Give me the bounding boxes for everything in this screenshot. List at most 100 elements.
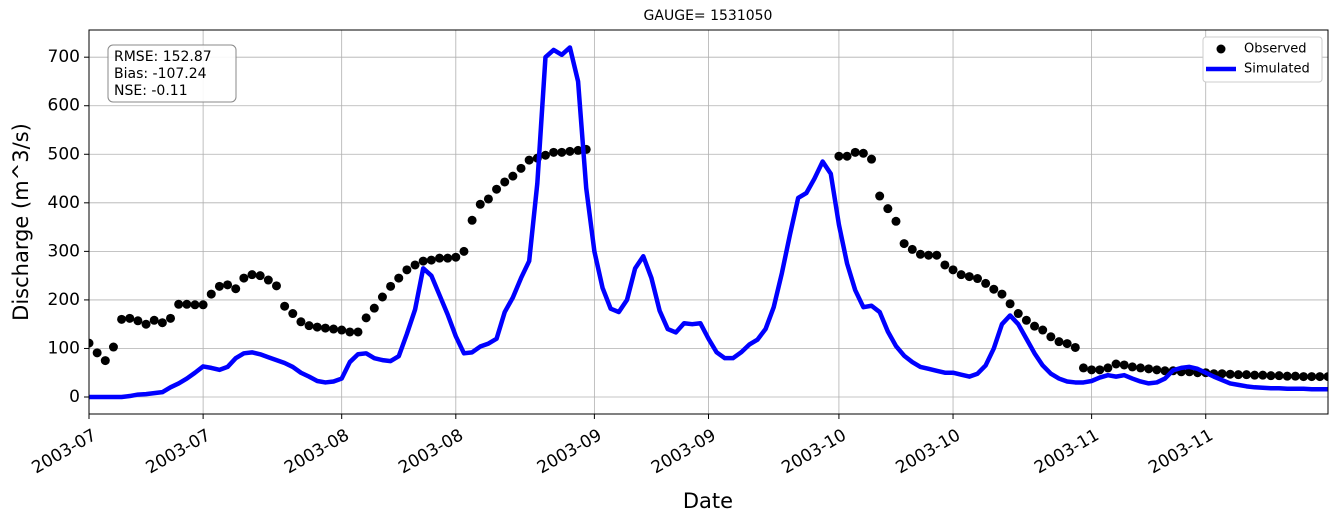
observed-point [508,171,518,181]
observed-point [329,324,339,334]
observed-point [500,177,510,187]
observed-point [141,319,151,329]
x-tick-label: 2003-07 [28,425,100,478]
observed-point [1233,370,1243,380]
observed-point [1144,364,1154,374]
observed-point [981,278,991,288]
observed-point [883,204,893,214]
observed-point [361,313,371,323]
observed-point [932,250,942,260]
observed-point [467,215,477,225]
observed-point [915,249,925,259]
observed-point [1087,365,1097,375]
observed-point [410,260,420,270]
observed-point [1323,372,1328,382]
observed-point [377,292,387,302]
observed-point [92,348,102,358]
plot-area [89,45,1328,400]
observed-point [100,356,110,366]
observed-point [972,274,982,284]
observed-point [263,275,273,285]
observed-point [858,148,868,158]
observed-point [948,265,958,275]
observed-point [557,147,567,157]
observed-point [1103,363,1113,373]
observed-point [899,239,909,249]
y-tick-label: 100 [48,338,80,358]
observed-point [149,315,159,325]
observed-point [483,194,493,204]
observed-point [223,280,233,290]
observed-point [540,150,550,160]
observed-point [369,303,379,313]
y-tick-label: 500 [48,144,80,164]
observed-point [1078,363,1088,373]
y-tick-label: 600 [48,96,80,116]
observed-point [288,309,298,319]
observed-point [312,322,322,332]
legend-marker [1216,44,1226,54]
observed-point [516,163,526,173]
observed-point [125,313,135,323]
observed-point [1274,371,1284,381]
observed-point [1315,372,1325,382]
observed-point [956,270,966,280]
observed-point [1299,372,1309,382]
observed-point [157,318,167,328]
observed-point [997,289,1007,299]
observed-point [1095,365,1105,375]
observed-point [198,300,208,310]
observed-point [239,273,249,283]
x-tick-label: 2003-11 [1145,425,1217,478]
observed-point [386,281,396,291]
observed-point [867,154,877,164]
chart-title: GAUGE= 1531050 [644,8,773,24]
observed-point [353,327,363,337]
observed-point [1038,325,1048,335]
observed-point [117,314,127,324]
observed-point [166,313,176,323]
observed-point [1217,369,1227,379]
observed-point [174,299,184,309]
y-tick-label: 200 [48,290,80,310]
observed-point [492,184,502,194]
observed-point [1013,309,1023,319]
observed-point [435,253,445,263]
observed-point [1030,321,1040,331]
observed-point [964,272,974,282]
observed-point [214,281,224,291]
observed-point [1307,372,1317,382]
observed-point [402,265,412,275]
observed-point [459,246,469,256]
observed-point [1225,369,1235,379]
observed-point [1111,359,1121,369]
observed-point [394,273,404,283]
annotation-text: RMSE: 152.87 [114,49,212,65]
x-tick-label: 2003-09 [534,425,606,478]
observed-point [1054,337,1064,347]
observed-point [989,284,999,294]
observed-point [1119,360,1129,370]
observed-point [108,342,118,352]
observed-point [850,147,860,157]
annotation-box [107,44,237,103]
observed-point [89,338,94,348]
x-tick-label: 2003-11 [1031,425,1103,478]
observed-point [182,299,192,309]
observed-point [1266,371,1276,381]
legend-label: Simulated [1244,62,1310,77]
observed-point [1160,366,1170,376]
observed-point [247,270,257,280]
observed-point [1127,362,1137,372]
observed-point [345,327,355,337]
x-axis-label: Date [683,489,733,513]
observed-point [842,151,852,161]
observed-point [1152,365,1162,375]
observed-point [190,300,200,310]
x-tick-label: 2003-09 [648,425,720,478]
observed-point [304,321,314,331]
x-tick-label: 2003-10 [893,425,965,478]
observed-point [296,317,306,327]
observed-point [1021,315,1031,325]
